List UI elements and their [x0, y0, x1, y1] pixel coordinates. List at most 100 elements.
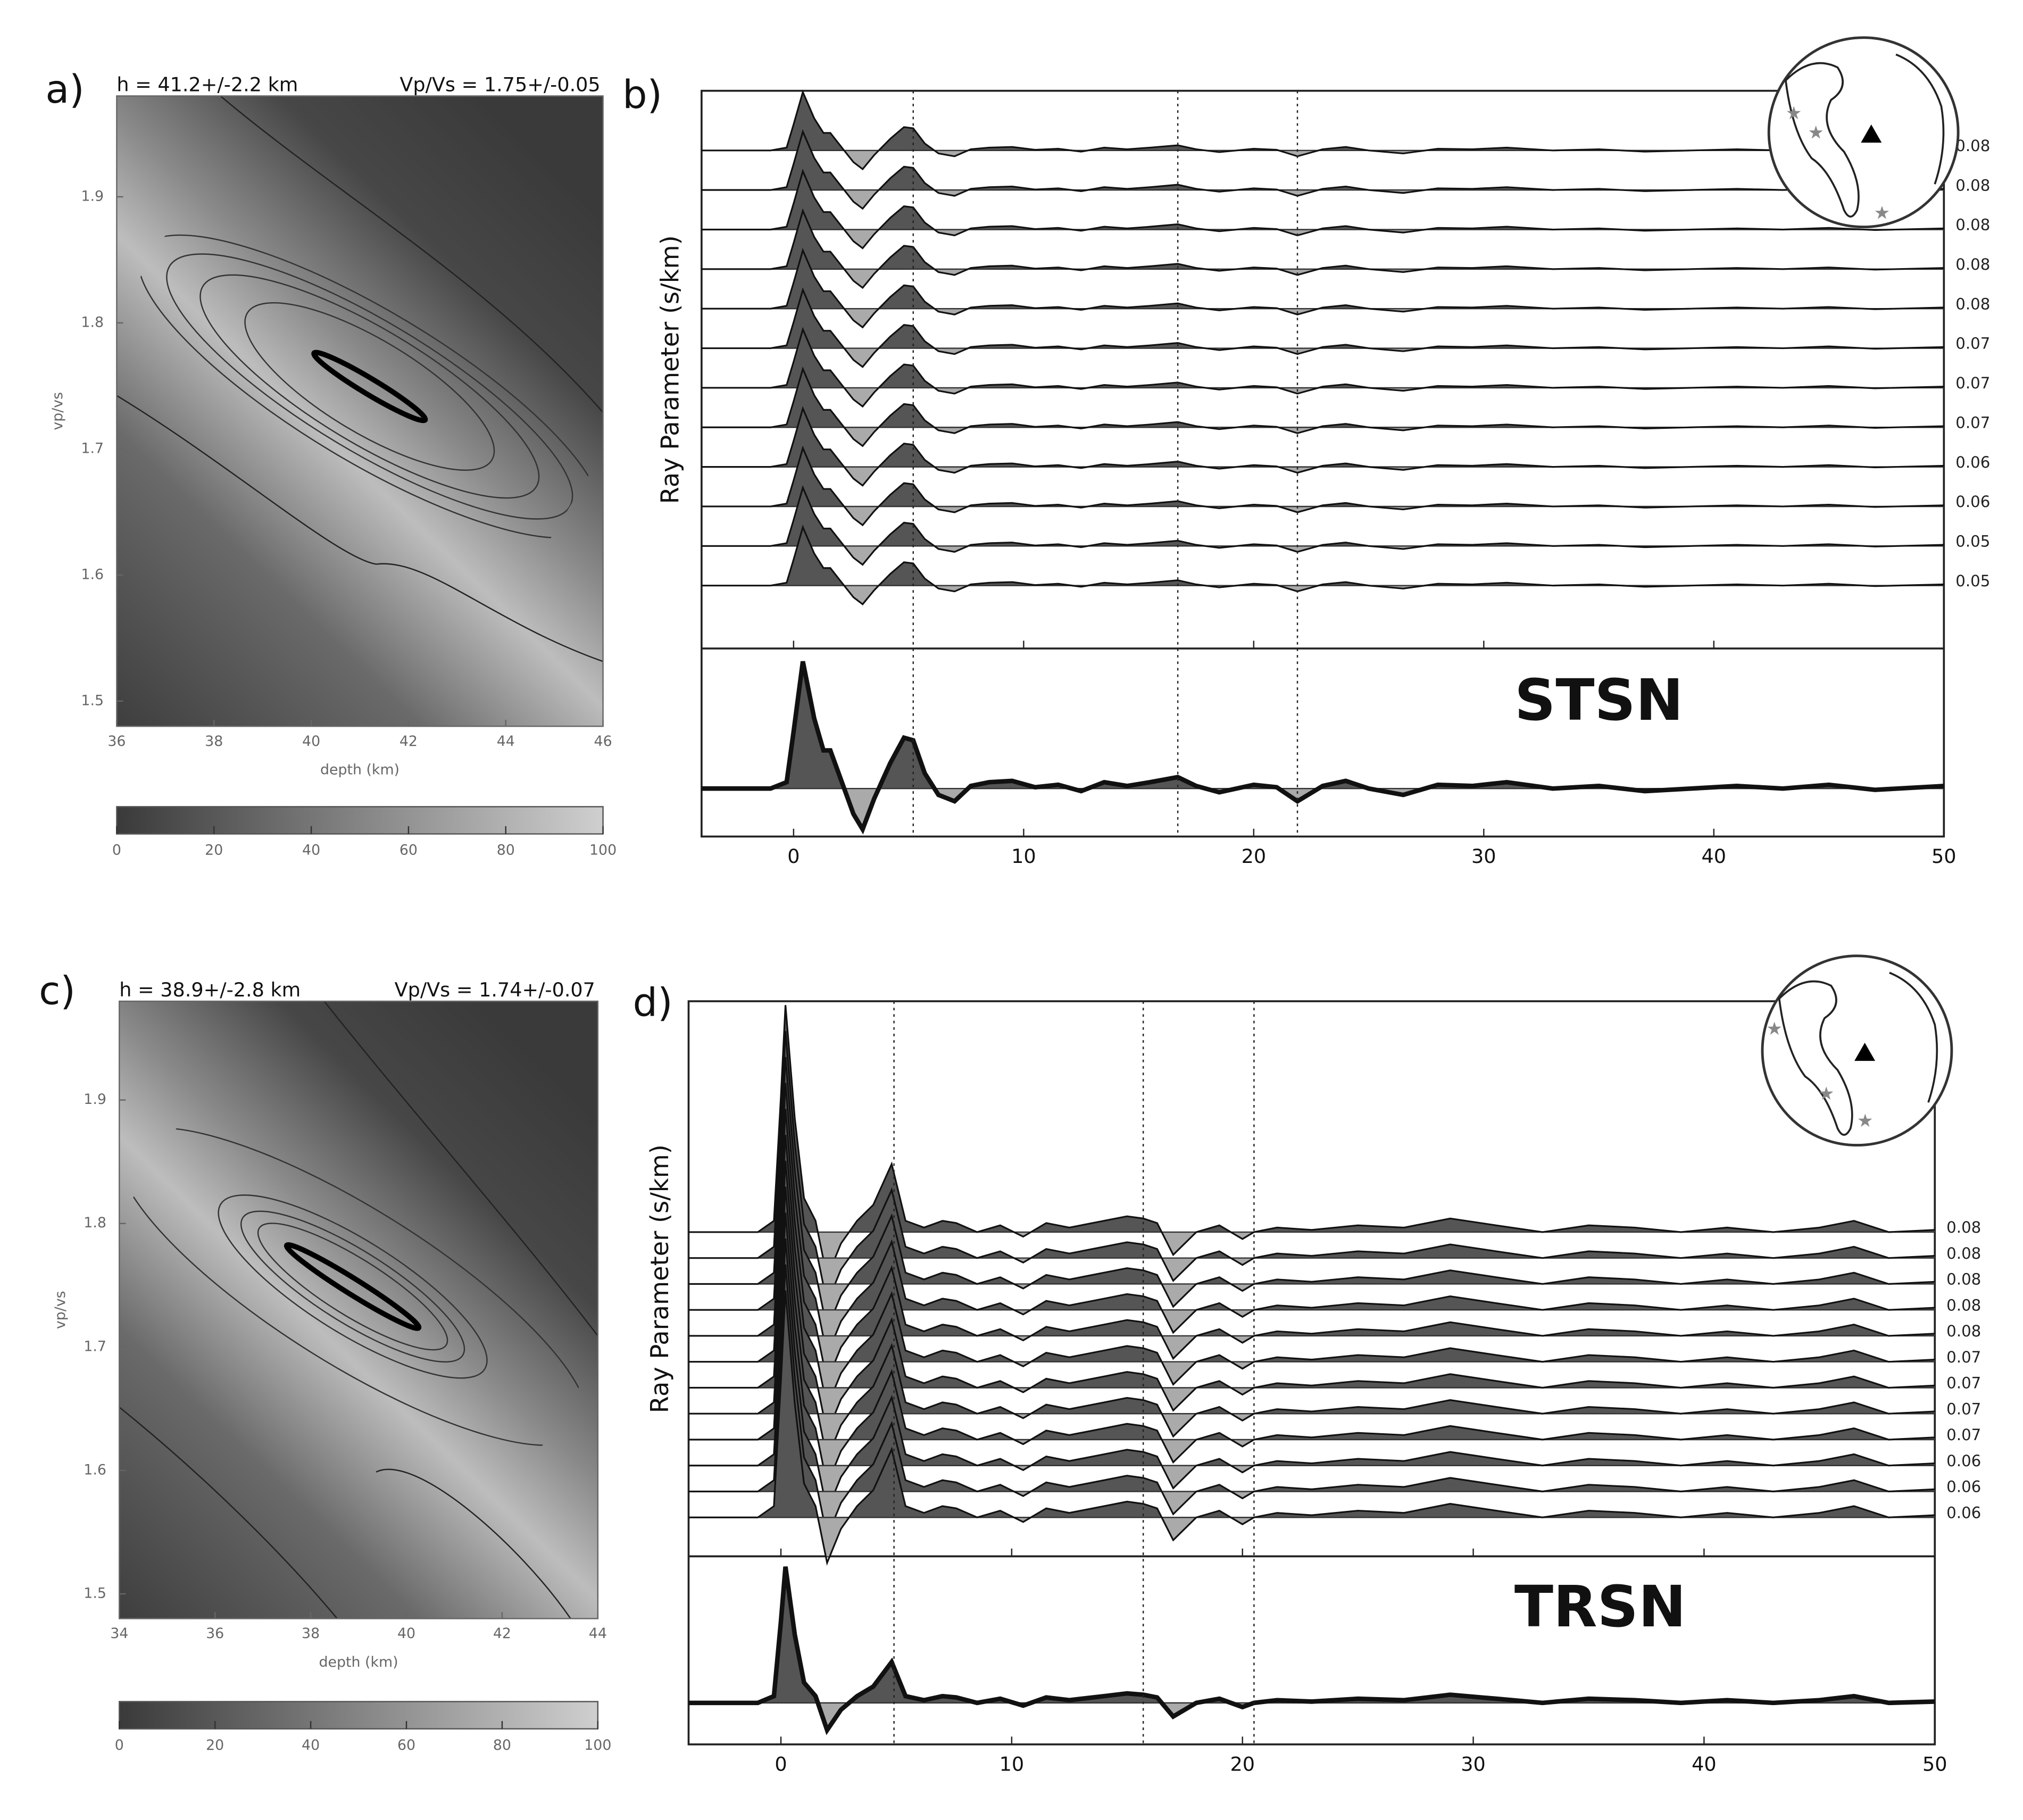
x-tick-label: 50: [1922, 1752, 1947, 1775]
stack-trace: [688, 1566, 1935, 1735]
ray-parameter-label: 0.06: [1946, 1503, 1981, 1522]
svg-text:★: ★: [1874, 203, 1891, 224]
x-tick-label: 42: [399, 733, 418, 750]
contour-line: [116, 395, 603, 662]
ray-parameter-label: 0.06: [1955, 453, 1990, 471]
trace: [701, 327, 1944, 408]
trace: [701, 406, 1944, 487]
colorbar-tick-label: 20: [205, 842, 223, 859]
trace: [701, 445, 1944, 527]
colorbar-tick-label: 60: [397, 1737, 415, 1753]
ray-parameter-label: 0.06: [1946, 1478, 1981, 1496]
ray-parameter-label: 0.07: [1955, 374, 1990, 392]
stack-surface: [116, 96, 603, 727]
trace: [701, 208, 1944, 289]
trace-positive-fill: [701, 448, 1944, 506]
x-tick-label: 10: [1000, 1752, 1025, 1775]
trace: [701, 129, 1944, 210]
x-tick-label: 50: [1932, 845, 1957, 868]
station-name: STSN: [1514, 667, 1683, 734]
trace-positive-fill: [757, 1031, 1935, 1258]
ray-parameter-label: 0.08: [1955, 137, 1990, 155]
trace: [701, 485, 1944, 566]
y-tick-label: 1.5: [81, 692, 104, 709]
stack-trace-positive-fill: [688, 1566, 1935, 1703]
stack-trace-negative-fill: [701, 788, 1944, 829]
ray-parameter-label: 0.06: [1946, 1452, 1981, 1470]
x-tick-label: 34: [110, 1625, 128, 1642]
ray-parameter-label: 0.08: [1946, 1244, 1981, 1262]
ray-parameter-label: 0.08: [1946, 1218, 1981, 1236]
contour-line: [218, 1194, 488, 1379]
y-axis-label: Ray Parameter (s/km): [655, 235, 684, 504]
y-tick-label: 1.6: [81, 566, 104, 583]
trace-positive-fill: [701, 527, 1944, 586]
colorbar-tick-label: 80: [493, 1737, 511, 1753]
ray-parameter-label: 0.07: [1946, 1400, 1981, 1418]
colorbar-tick-label: 100: [584, 1737, 611, 1753]
y-axis-label: vp/vs: [52, 1291, 69, 1329]
x-tick-label: 40: [302, 733, 320, 750]
stack-surface: [119, 1001, 598, 1619]
trace: [688, 1290, 1935, 1566]
trace-positive-fill: [701, 250, 1944, 309]
colorbar-tick-label: 0: [115, 1737, 124, 1753]
colorbar-tick-label: 20: [206, 1737, 224, 1753]
trace: [701, 525, 1944, 605]
y-tick-label: 1.6: [84, 1461, 106, 1478]
confidence-ellipse: [284, 1242, 422, 1331]
contour-line: [257, 1223, 448, 1351]
plot-frame: [701, 89, 1945, 838]
trace-positive-fill: [701, 92, 1944, 151]
panel-label: b): [622, 72, 662, 118]
x-tick-label: 0: [787, 845, 800, 868]
x-tick-label: 30: [1471, 845, 1496, 868]
trace-positive-fill: [701, 171, 1944, 230]
trace: [701, 287, 1944, 368]
panel-label: d): [633, 980, 673, 1025]
title-depth: h = 38.9+/-2.8 km: [119, 978, 301, 1001]
ray-parameter-label: 0.08: [1955, 216, 1990, 234]
contour-line: [166, 253, 573, 520]
trace: [701, 89, 1944, 171]
colorbar: [116, 806, 604, 835]
trace-positive-fill: [701, 131, 1944, 190]
x-axis-label: depth (km): [320, 762, 399, 778]
ray-parameter-label: 0.08: [1955, 295, 1990, 313]
contour-line: [240, 1210, 465, 1363]
ray-parameter-label: 0.07: [1946, 1348, 1981, 1366]
y-axis-label: Ray Parameter (s/km): [645, 1144, 674, 1413]
station-name: TRSN: [1514, 1574, 1686, 1640]
stack-trace-positive-fill: [701, 661, 1944, 789]
title-depth: h = 41.2+/-2.2 km: [116, 73, 298, 96]
y-tick-label: 1.7: [81, 440, 104, 456]
stack-trace-negative-fill: [688, 1702, 1935, 1731]
ray-parameter-label: 0.07: [1955, 413, 1990, 431]
panel-label: a): [45, 67, 84, 112]
x-tick-label: 30: [1461, 1752, 1486, 1775]
ray-parameter-label: 0.08: [1946, 1322, 1981, 1340]
colorbar-tick-label: 60: [399, 842, 418, 859]
x-tick-label: 38: [205, 733, 223, 750]
y-tick-label: 1.8: [84, 1215, 106, 1231]
svg-text:★: ★: [1786, 103, 1802, 124]
trace-negative-fill: [701, 150, 1944, 169]
colorbar-tick-label: 40: [302, 1737, 320, 1753]
contour-line: [244, 302, 495, 471]
contour-line: [119, 1407, 338, 1619]
y-tick-label: 1.8: [81, 314, 104, 330]
globe-inset: ★ ★ ★: [1761, 954, 1953, 1147]
y-tick-label: 1.5: [84, 1585, 106, 1601]
colorbar-tick-label: 0: [112, 842, 121, 859]
x-tick-label: 46: [594, 733, 612, 750]
x-tick-label: 40: [1692, 1752, 1717, 1775]
ray-parameter-label: 0.07: [1946, 1426, 1981, 1444]
trace: [701, 247, 1944, 329]
ray-parameter-label: 0.06: [1955, 493, 1990, 511]
x-tick-label: 44: [589, 1625, 607, 1642]
colorbar-tick-label: 100: [589, 842, 617, 859]
trace-positive-fill: [701, 289, 1944, 348]
ray-parameter-label: 0.08: [1955, 255, 1990, 273]
ray-parameter-label: 0.05: [1955, 533, 1990, 551]
contour-line: [220, 96, 603, 413]
